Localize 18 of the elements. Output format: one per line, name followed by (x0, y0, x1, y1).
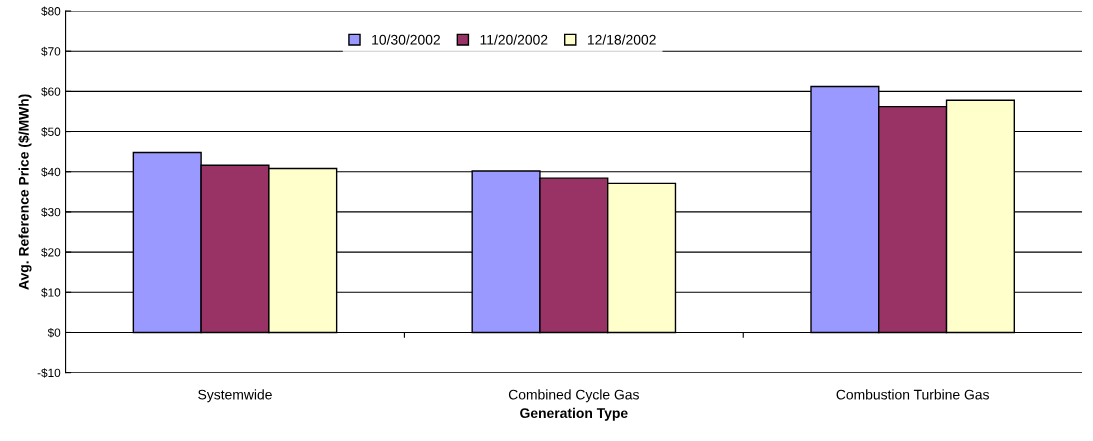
y-tick-label: $60 (41, 86, 61, 97)
y-tick-label: $70 (41, 46, 61, 57)
y-tick-label: $80 (41, 6, 61, 17)
y-tick-label: $20 (41, 247, 61, 258)
x-tick-label: Systemwide (198, 389, 272, 403)
legend-label: 10/30/2002 (372, 34, 440, 45)
y-tick-label: $0 (47, 328, 61, 338)
y-tick-label: $30 (41, 207, 61, 218)
x-tick-label: Combustion Turbine Gas (836, 389, 989, 400)
x-axis-title: Generation Type (520, 407, 628, 421)
y-tick-label: $40 (41, 167, 61, 177)
y-axis-title: Avg. Reference Price ($/MWh) (18, 94, 32, 290)
x-tick-label: Combined Cycle Gas (508, 389, 639, 403)
legend-label: 12/18/2002 (587, 34, 656, 45)
y-tick-label: $50 (41, 127, 61, 137)
y-tick-label: -$10 (37, 368, 61, 378)
y-tick-label: $10 (41, 287, 61, 298)
legend-label: 11/20/2002 (480, 34, 548, 45)
